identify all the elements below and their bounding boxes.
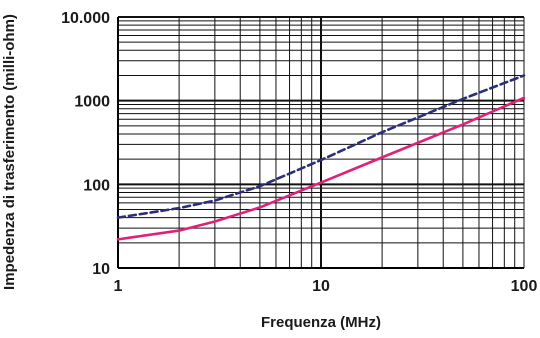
y-tick-label: 10.000 bbox=[61, 10, 110, 27]
x-axis-title: Frequenza (MHz) bbox=[261, 314, 381, 331]
x-tick-label: 10 bbox=[312, 278, 330, 295]
y-tick-label: 1000 bbox=[74, 94, 110, 111]
dashed-series-line bbox=[116, 74, 526, 219]
y-axis-title: Impedenza di trasferimento (milli-ohm) bbox=[1, 14, 18, 290]
y-tick-label: 10 bbox=[92, 261, 110, 278]
y-tick-label: 100 bbox=[83, 177, 110, 194]
x-tick-label: 1 bbox=[114, 278, 123, 295]
solid-series-line bbox=[116, 96, 526, 241]
x-tick-label: 100 bbox=[511, 278, 538, 295]
series-layer bbox=[116, 74, 526, 241]
